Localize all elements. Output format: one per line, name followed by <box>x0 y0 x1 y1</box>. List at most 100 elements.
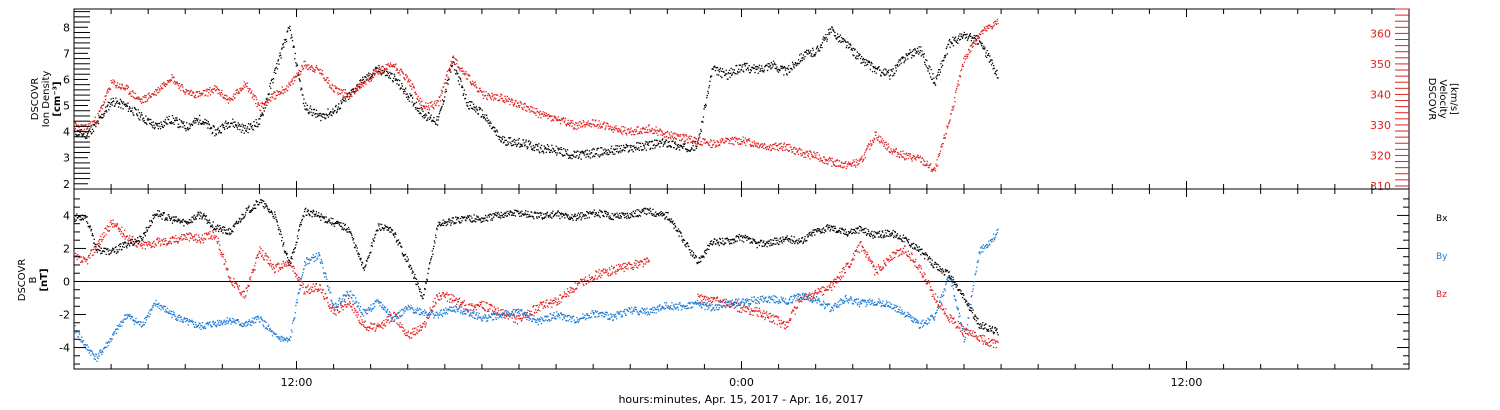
velocity-point <box>614 127 617 129</box>
density-point <box>929 66 931 68</box>
bz-point <box>78 255 81 257</box>
bz-point <box>145 242 147 244</box>
bz-point <box>432 301 434 303</box>
bz-point <box>333 310 336 312</box>
density-point <box>630 145 632 147</box>
velocity-point <box>74 121 76 123</box>
velocity-point <box>613 126 615 128</box>
velocity-point <box>802 152 805 154</box>
density-point <box>241 129 244 131</box>
density-point <box>659 146 661 148</box>
bz-point <box>608 275 610 277</box>
density-point <box>407 98 409 100</box>
velocity-point <box>555 116 557 118</box>
velocity-point <box>665 135 668 138</box>
bz-point <box>310 286 312 288</box>
velocity-point <box>947 123 950 125</box>
density-point <box>189 127 191 129</box>
bz-point <box>787 325 789 328</box>
velocity-point <box>966 55 969 57</box>
bz-point <box>697 295 700 297</box>
density-point <box>338 108 340 110</box>
bz-point <box>434 301 437 303</box>
density-point <box>615 150 618 153</box>
bz-point <box>736 302 738 304</box>
bz-point <box>226 267 228 269</box>
density-point <box>257 123 259 126</box>
bz-point <box>488 310 490 312</box>
velocity-point <box>280 91 282 93</box>
velocity-point <box>588 124 590 126</box>
velocity-point <box>157 87 159 89</box>
bz-point <box>517 318 519 320</box>
bz-point <box>832 284 834 286</box>
density-tick-label: 4 <box>63 126 70 139</box>
bz-point <box>120 233 122 235</box>
bz-point <box>376 325 378 328</box>
velocity-point <box>477 90 480 92</box>
density-point <box>300 89 302 91</box>
bz-point <box>210 236 212 238</box>
bz-point <box>745 311 747 313</box>
velocity-point <box>250 92 252 95</box>
density-point <box>661 139 663 141</box>
bz-point <box>263 259 265 261</box>
bz-point <box>311 290 313 293</box>
density-point <box>852 47 855 50</box>
density-point <box>895 67 897 69</box>
bz-point <box>783 320 785 322</box>
velocity-point <box>446 70 449 73</box>
density-point <box>600 147 602 149</box>
bz-point <box>347 303 349 305</box>
density-point <box>618 152 620 154</box>
density-point <box>643 145 645 147</box>
velocity-point <box>888 151 890 153</box>
bz-point <box>146 244 148 246</box>
bz-point <box>167 242 169 244</box>
bz-point <box>375 329 377 331</box>
density-point <box>341 98 344 101</box>
velocity-point <box>249 88 251 90</box>
bz-point <box>590 277 593 279</box>
bz-point <box>174 241 176 243</box>
density-point <box>493 126 495 128</box>
velocity-point <box>576 124 578 127</box>
velocity-point <box>620 132 622 134</box>
density-point <box>412 105 414 107</box>
density-point <box>872 66 875 68</box>
velocity-point <box>485 91 487 93</box>
velocity-point <box>616 130 619 132</box>
density-point <box>780 67 782 70</box>
density-point <box>269 85 271 87</box>
density-point <box>133 106 136 109</box>
bz-point <box>402 330 404 332</box>
velocity-point <box>187 90 189 92</box>
bz-point <box>639 263 641 265</box>
bz-point <box>308 289 310 291</box>
density-point <box>375 66 377 68</box>
velocity-point <box>939 152 941 155</box>
velocity-point <box>321 74 323 76</box>
density-point <box>274 67 276 70</box>
velocity-point <box>818 158 820 160</box>
velocity-point <box>549 114 551 117</box>
bz-point <box>522 316 525 318</box>
bz-point <box>238 285 240 287</box>
bz-point <box>785 321 787 323</box>
density-point <box>484 114 486 116</box>
bz-point <box>834 278 836 280</box>
bz-point <box>106 228 108 230</box>
velocity-point <box>350 95 352 97</box>
velocity-point <box>302 68 304 71</box>
velocity-point <box>880 140 882 142</box>
velocity-point <box>250 91 252 94</box>
density-point <box>535 143 537 146</box>
bz-point <box>249 277 251 279</box>
velocity-point <box>279 93 281 95</box>
velocity-point <box>164 83 166 85</box>
bz-point <box>563 295 565 297</box>
density-point <box>871 71 874 73</box>
density-point <box>627 145 629 147</box>
density-point <box>747 69 750 71</box>
bz-point <box>312 283 314 285</box>
